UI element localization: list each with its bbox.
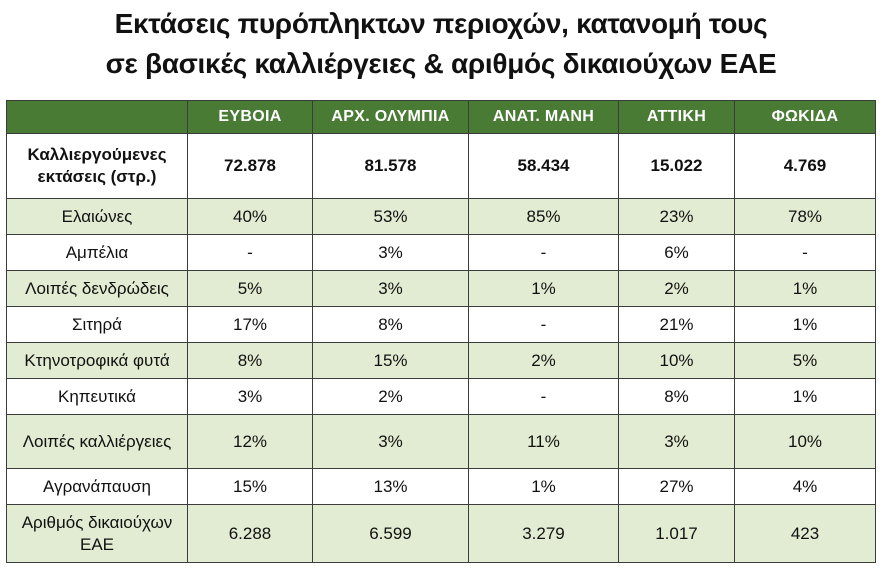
column-header: ΑΡΧ. ΟΛΥΜΠΙΑ <box>312 100 469 134</box>
table-cell: 15% <box>312 342 469 379</box>
table-cell: - <box>468 234 619 271</box>
table-row: Αριθμός δικαιούχων ΕΑΕ 6.288 6.599 3.279… <box>6 504 876 563</box>
table-cell: 2% <box>618 270 735 307</box>
table-cell: 21% <box>618 306 735 343</box>
table-cell: 72.878 <box>187 133 313 199</box>
table-cell: 1% <box>468 270 619 307</box>
table-cell: 15.022 <box>618 133 735 199</box>
header-corner-cell <box>6 100 188 134</box>
table-row: Ελαιώνες 40% 53% 85% 23% 78% <box>6 198 876 235</box>
title-line-1: Εκτάσεις πυρόπληκτων περιοχών, κατανομή … <box>114 8 768 39</box>
table-cell: 81.578 <box>312 133 469 199</box>
table-row: Κτηνοτροφικά φυτά 8% 15% 2% 10% 5% <box>6 342 876 379</box>
table-cell: - <box>468 378 619 415</box>
row-label: Λοιπές καλλιέργειες <box>6 414 188 469</box>
table-cell: - <box>734 234 876 271</box>
table-cell: 12% <box>187 414 313 469</box>
table-cell: 3% <box>312 234 469 271</box>
column-header: ΑΝΑΤ. ΜΑΝΗ <box>468 100 619 134</box>
table-cell: 6.599 <box>312 504 469 563</box>
table-cell: 2% <box>468 342 619 379</box>
table-cell: 8% <box>618 378 735 415</box>
table-cell: 4% <box>734 468 876 505</box>
table-cell: 3% <box>618 414 735 469</box>
table-cell: 8% <box>187 342 313 379</box>
table-cell: 6% <box>618 234 735 271</box>
row-label: Αριθμός δικαιούχων ΕΑΕ <box>6 504 188 563</box>
table-row: Αγρανάπαυση 15% 13% 1% 27% 4% <box>6 468 876 505</box>
row-label: Αμπέλια <box>6 234 188 271</box>
header-row: ΕΥΒΟΙΑ ΑΡΧ. ΟΛΥΜΠΙΑ ΑΝΑΤ. ΜΑΝΗ ΑΤΤΙΚΗ ΦΩ… <box>6 100 876 134</box>
table-cell: 27% <box>618 468 735 505</box>
table-cell: 15% <box>187 468 313 505</box>
table-cell: 40% <box>187 198 313 235</box>
table-cell: 3% <box>312 414 469 469</box>
table-cell: - <box>468 306 619 343</box>
table-cell: 6.288 <box>187 504 313 563</box>
page-title: Εκτάσεις πυρόπληκτων περιοχών, κατανομή … <box>0 4 882 84</box>
table-cell: 3% <box>187 378 313 415</box>
table-cell: 1% <box>468 468 619 505</box>
table-cell: 85% <box>468 198 619 235</box>
table-cell: 1.017 <box>618 504 735 563</box>
table-cell: 17% <box>187 306 313 343</box>
table-cell: 13% <box>312 468 469 505</box>
title-line-2: σε βασικές καλλιέργειες & αριθμός δικαιο… <box>105 48 777 79</box>
row-label: Καλλιεργούμενες εκτάσεις (στρ.) <box>6 133 188 199</box>
table-cell: 1% <box>734 270 876 307</box>
table-cell: 8% <box>312 306 469 343</box>
table-cell: 10% <box>734 414 876 469</box>
row-label: Κηπευτικά <box>6 378 188 415</box>
row-label: Σιτηρά <box>6 306 188 343</box>
table-cell: 23% <box>618 198 735 235</box>
table-cell: 53% <box>312 198 469 235</box>
data-table: ΕΥΒΟΙΑ ΑΡΧ. ΟΛΥΜΠΙΑ ΑΝΑΤ. ΜΑΝΗ ΑΤΤΙΚΗ ΦΩ… <box>6 100 876 563</box>
table-cell: 58.434 <box>468 133 619 199</box>
table-row: Σιτηρά 17% 8% - 21% 1% <box>6 306 876 343</box>
row-label: Λοιπές δενδρώδεις <box>6 270 188 307</box>
column-header: ΦΩΚΙΔΑ <box>734 100 876 134</box>
row-label: Ελαιώνες <box>6 198 188 235</box>
table-cell: 423 <box>734 504 876 563</box>
table-row: Κηπευτικά 3% 2% - 8% 1% <box>6 378 876 415</box>
table-cell: 78% <box>734 198 876 235</box>
table-cell: 5% <box>187 270 313 307</box>
table-cell: 5% <box>734 342 876 379</box>
table-cell: 3% <box>312 270 469 307</box>
table-cell: - <box>187 234 313 271</box>
table-cell: 3.279 <box>468 504 619 563</box>
column-header: ΑΤΤΙΚΗ <box>618 100 735 134</box>
table-cell: 11% <box>468 414 619 469</box>
table-cell: 2% <box>312 378 469 415</box>
table-row: Λοιπές καλλιέργειες 12% 3% 11% 3% 10% <box>6 414 876 469</box>
row-label: Αγρανάπαυση <box>6 468 188 505</box>
table-cell: 1% <box>734 378 876 415</box>
row-label: Κτηνοτροφικά φυτά <box>6 342 188 379</box>
table-cell: 1% <box>734 306 876 343</box>
table-cell: 4.769 <box>734 133 876 199</box>
table-row: Αμπέλια - 3% - 6% - <box>6 234 876 271</box>
table-row: Καλλιεργούμενες εκτάσεις (στρ.) 72.878 8… <box>6 133 876 199</box>
table-cell: 10% <box>618 342 735 379</box>
table-row: Λοιπές δενδρώδεις 5% 3% 1% 2% 1% <box>6 270 876 307</box>
column-header: ΕΥΒΟΙΑ <box>187 100 313 134</box>
